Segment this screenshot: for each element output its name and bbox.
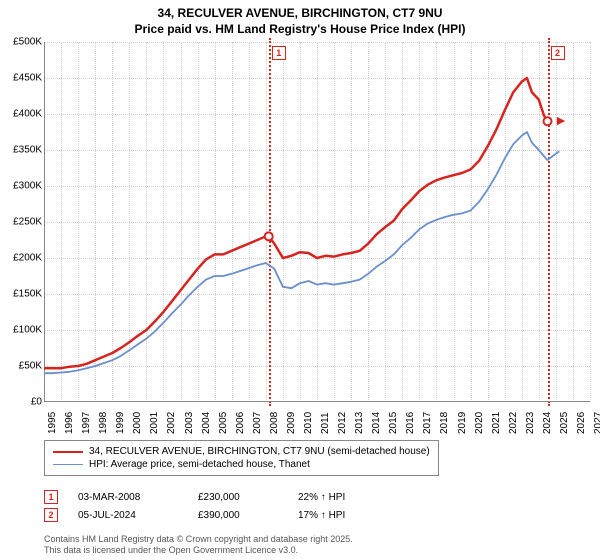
chart-title: 34, RECULVER AVENUE, BIRCHINGTON, CT7 9N… bbox=[0, 0, 600, 37]
sale-marker-box: 2 bbox=[551, 46, 565, 60]
y-tick-label: £450K bbox=[13, 73, 42, 84]
x-tick-label: 2012 bbox=[337, 412, 348, 434]
x-tick-label: 2003 bbox=[184, 412, 195, 434]
x-tick-label: 2017 bbox=[422, 412, 433, 434]
x-tick-label: 1996 bbox=[64, 412, 75, 434]
marker-date: 05-JUL-2024 bbox=[78, 510, 178, 521]
x-tick-label: 2013 bbox=[354, 412, 365, 434]
title-line1: 34, RECULVER AVENUE, BIRCHINGTON, CT7 9N… bbox=[0, 6, 600, 22]
marker-price: £390,000 bbox=[198, 510, 278, 521]
marker-table-box: 2 bbox=[44, 508, 58, 522]
y-tick-label: £400K bbox=[13, 109, 42, 120]
x-tick-label: 1995 bbox=[47, 412, 58, 434]
marker-table-box: 1 bbox=[44, 490, 58, 504]
marker-date: 03-MAR-2008 bbox=[78, 492, 178, 503]
x-tick-label: 2000 bbox=[132, 412, 143, 434]
x-tick-label: 2002 bbox=[166, 412, 177, 434]
x-tick-label: 2024 bbox=[542, 412, 553, 434]
y-tick-label: £350K bbox=[13, 145, 42, 156]
x-tick-label: 2021 bbox=[491, 412, 502, 434]
end-arrow-icon: ► bbox=[554, 112, 568, 128]
marker-pct: 17% ↑ HPI bbox=[298, 510, 345, 521]
sale-point bbox=[265, 232, 273, 240]
legend-swatch bbox=[53, 464, 83, 465]
x-tick-label: 2026 bbox=[576, 412, 587, 434]
y-tick-label: £300K bbox=[13, 181, 42, 192]
x-tick-label: 2006 bbox=[235, 412, 246, 434]
x-tick-label: 1998 bbox=[98, 412, 109, 434]
chart-lines bbox=[44, 42, 590, 402]
marker-price: £230,000 bbox=[198, 492, 278, 503]
x-tick-label: 2009 bbox=[286, 412, 297, 434]
series-line-price_paid bbox=[44, 78, 548, 368]
x-tick-label: 2023 bbox=[525, 412, 536, 434]
x-tick-label: 2011 bbox=[320, 412, 331, 434]
x-tick-label: 2015 bbox=[388, 412, 399, 434]
x-tick-label: 2007 bbox=[252, 412, 263, 434]
x-tick-label: 2019 bbox=[457, 412, 468, 434]
marker-table-row: 1 03-MAR-2008 £230,000 22% ↑ HPI bbox=[44, 488, 345, 506]
y-tick-label: £100K bbox=[13, 325, 42, 336]
legend-swatch bbox=[53, 451, 83, 453]
x-tick-label: 2020 bbox=[474, 412, 485, 434]
x-tick-label: 2004 bbox=[201, 412, 212, 434]
x-tick-label: 2005 bbox=[218, 412, 229, 434]
sale-marker-box: 1 bbox=[272, 46, 286, 60]
y-tick-label: £0 bbox=[31, 397, 42, 408]
marker-pct: 22% ↑ HPI bbox=[298, 492, 345, 503]
y-tick-label: £150K bbox=[13, 289, 42, 300]
legend-label: HPI: Average price, semi-detached house,… bbox=[89, 459, 310, 470]
gridline-v bbox=[590, 42, 591, 402]
title-line2: Price paid vs. HM Land Registry's House … bbox=[0, 22, 600, 38]
y-tick-label: £250K bbox=[13, 217, 42, 228]
x-tick-label: 2027 bbox=[593, 412, 600, 434]
marker-table: 1 03-MAR-2008 £230,000 22% ↑ HPI 2 05-JUL-202… bbox=[44, 488, 345, 524]
x-tick-label: 1997 bbox=[81, 412, 92, 434]
y-tick-label: £200K bbox=[13, 253, 42, 264]
x-tick-label: 1999 bbox=[115, 412, 126, 434]
x-tick-label: 2022 bbox=[508, 412, 519, 434]
legend-row: HPI: Average price, semi-detached house,… bbox=[53, 458, 430, 471]
x-tick-label: 2018 bbox=[439, 412, 450, 434]
footer: Contains HM Land Registry data © Crown c… bbox=[44, 534, 353, 556]
legend: 34, RECULVER AVENUE, BIRCHINGTON, CT7 9N… bbox=[44, 440, 439, 476]
legend-row: 34, RECULVER AVENUE, BIRCHINGTON, CT7 9N… bbox=[53, 445, 430, 458]
y-tick-label: £50K bbox=[19, 361, 42, 372]
footer-line1: Contains HM Land Registry data © Crown c… bbox=[44, 534, 353, 545]
x-tick-label: 2025 bbox=[559, 412, 570, 434]
marker-table-row: 2 05-JUL-2024 £390,000 17% ↑ HPI bbox=[44, 506, 345, 524]
legend-label: 34, RECULVER AVENUE, BIRCHINGTON, CT7 9N… bbox=[89, 446, 430, 457]
y-tick-label: £500K bbox=[13, 37, 42, 48]
sale-point bbox=[544, 117, 552, 125]
x-tick-label: 2010 bbox=[303, 412, 314, 434]
x-tick-label: 2008 bbox=[269, 412, 280, 434]
x-tick-label: 2014 bbox=[371, 412, 382, 434]
footer-line2: This data is licensed under the Open Gov… bbox=[44, 545, 353, 556]
x-tick-label: 2001 bbox=[149, 412, 160, 434]
x-tick-label: 2016 bbox=[405, 412, 416, 434]
